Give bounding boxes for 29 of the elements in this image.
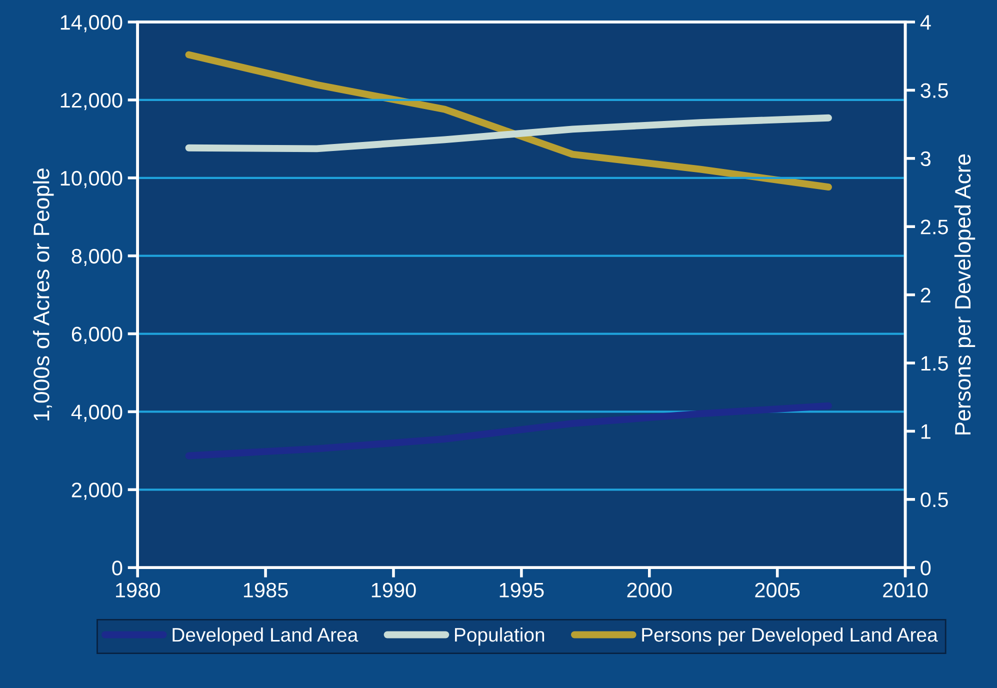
- y2-tick-label: 1: [921, 424, 930, 439]
- x-tick-label: 2000: [627, 582, 672, 598]
- x-tick-label: 1995: [500, 582, 544, 598]
- legend-label: Persons per Developed Land Area: [642, 627, 938, 646]
- y-tick-label: 10,000: [60, 170, 122, 188]
- x-tick-label: 2010: [883, 582, 928, 598]
- y-axis-title: 1,000s of Acres or People: [33, 168, 54, 420]
- y-tick-label: 14,000: [60, 15, 122, 32]
- y2-tick-label: 0.5: [920, 492, 948, 508]
- y-tick-label: 6,000: [72, 326, 122, 344]
- y2-tick-label: 2: [920, 288, 930, 302]
- y2-tick-label: 0: [920, 560, 931, 576]
- y2-axis-title: Persons per Developed Acre: [954, 154, 976, 434]
- y-tick-label: 0: [112, 560, 122, 576]
- x-tick-label: 1990: [372, 582, 416, 598]
- legend-label: Developed Land Area: [172, 627, 358, 646]
- y2-tick-label: 1.5: [921, 356, 948, 371]
- legend-label: Population: [455, 627, 544, 646]
- x-tick-label: 2005: [755, 582, 800, 598]
- x-tick-label: 1985: [244, 582, 288, 598]
- y2-tick-label: 3.5: [920, 83, 948, 98]
- y-tick-label: 8,000: [72, 248, 122, 266]
- y2-tick-label: 2.5: [920, 220, 948, 234]
- y2-tick-label: 4: [920, 15, 931, 30]
- y-tick-label: 12,000: [60, 92, 122, 110]
- y-tick-label: 4,000: [71, 404, 122, 422]
- x-tick-label: 1980: [116, 582, 160, 598]
- y2-tick-label: 3: [920, 151, 931, 166]
- y-tick-label: 2,000: [72, 482, 122, 500]
